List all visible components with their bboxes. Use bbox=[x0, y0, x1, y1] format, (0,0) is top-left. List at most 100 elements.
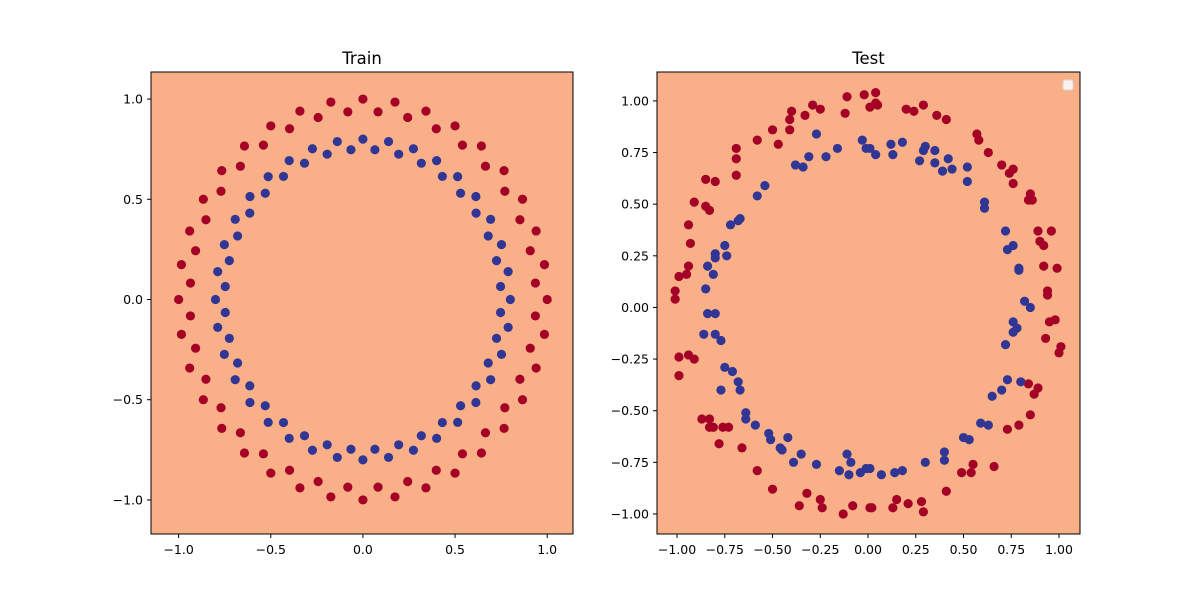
data-point-class-1 bbox=[865, 143, 875, 154]
data-point-class-0 bbox=[403, 112, 413, 123]
data-point-class-0 bbox=[689, 197, 699, 207]
data-point-class-1 bbox=[505, 294, 515, 305]
data-point-class-1 bbox=[370, 444, 380, 454]
data-point-class-0 bbox=[1025, 410, 1035, 420]
data-point-class-1 bbox=[716, 385, 726, 395]
data-point-class-0 bbox=[773, 139, 783, 149]
data-point-class-0 bbox=[185, 311, 196, 321]
data-point-class-0 bbox=[258, 140, 269, 150]
data-point-class-1 bbox=[224, 333, 234, 343]
data-point-class-0 bbox=[892, 494, 902, 505]
data-point-class-0 bbox=[431, 124, 441, 134]
data-point-class-1 bbox=[278, 417, 289, 428]
data-point-class-0 bbox=[525, 343, 535, 353]
data-point-class-1 bbox=[720, 240, 730, 251]
data-point-class-1 bbox=[733, 216, 743, 226]
data-point-class-0 bbox=[997, 160, 1007, 170]
data-point-class-0 bbox=[284, 124, 295, 134]
data-point-class-0 bbox=[941, 486, 951, 496]
data-point-class-0 bbox=[500, 186, 510, 196]
data-point-class-0 bbox=[185, 226, 195, 236]
data-point-class-1 bbox=[383, 136, 394, 147]
data-point-class-1 bbox=[503, 322, 513, 332]
data-point-class-0 bbox=[815, 104, 825, 114]
y-tick-label: 1.00 bbox=[621, 93, 649, 108]
data-point-class-1 bbox=[752, 191, 762, 201]
data-point-class-0 bbox=[216, 186, 226, 196]
data-point-class-0 bbox=[421, 483, 431, 493]
data-point-class-0 bbox=[731, 170, 741, 180]
y-tick-label: −0.50 bbox=[611, 403, 649, 418]
data-point-class-1 bbox=[263, 417, 273, 427]
data-point-class-0 bbox=[1023, 379, 1034, 389]
data-point-class-0 bbox=[983, 147, 993, 158]
data-point-class-0 bbox=[710, 176, 720, 187]
data-point-class-1 bbox=[307, 445, 318, 455]
data-point-class-0 bbox=[403, 476, 413, 487]
data-point-class-0 bbox=[515, 215, 525, 225]
data-point-class-0 bbox=[326, 97, 336, 107]
data-point-class-0 bbox=[670, 294, 680, 304]
data-point-class-0 bbox=[802, 488, 812, 498]
data-point-class-0 bbox=[515, 374, 525, 384]
data-point-class-0 bbox=[1042, 290, 1053, 300]
data-point-class-0 bbox=[216, 403, 226, 413]
data-point-class-0 bbox=[704, 205, 715, 215]
data-point-class-1 bbox=[710, 329, 720, 339]
data-point-class-1 bbox=[220, 307, 230, 318]
data-point-class-0 bbox=[1002, 424, 1013, 434]
data-point-class-0 bbox=[916, 496, 927, 507]
data-point-class-0 bbox=[872, 100, 883, 110]
data-point-class-1 bbox=[710, 253, 720, 263]
data-point-class-0 bbox=[190, 343, 201, 353]
data-point-class-1 bbox=[220, 281, 230, 292]
data-point-class-0 bbox=[683, 220, 694, 230]
x-tick-label: 0.75 bbox=[997, 542, 1025, 557]
data-point-class-0 bbox=[358, 94, 368, 104]
data-point-class-1 bbox=[930, 158, 940, 168]
data-point-class-0 bbox=[185, 363, 195, 373]
data-point-class-1 bbox=[983, 420, 993, 430]
data-point-class-1 bbox=[408, 144, 419, 154]
x-tick-label: 0.5 bbox=[445, 542, 465, 557]
data-point-class-0 bbox=[1046, 226, 1056, 236]
data-point-class-0 bbox=[1039, 240, 1049, 251]
test-title: Test bbox=[851, 49, 885, 68]
data-point-class-0 bbox=[752, 465, 762, 476]
data-point-class-1 bbox=[897, 137, 907, 147]
data-point-class-0 bbox=[217, 423, 227, 433]
data-point-class-0 bbox=[808, 100, 818, 110]
y-tick-label: 0.75 bbox=[621, 145, 649, 160]
data-point-class-0 bbox=[198, 395, 208, 405]
data-point-class-1 bbox=[307, 144, 318, 154]
data-point-class-1 bbox=[455, 188, 466, 198]
data-point-class-1 bbox=[394, 440, 404, 450]
data-point-class-1 bbox=[846, 457, 856, 467]
data-point-class-0 bbox=[373, 482, 383, 492]
data-point-class-1 bbox=[358, 455, 368, 465]
data-point-class-0 bbox=[1041, 333, 1051, 344]
data-point-class-0 bbox=[539, 329, 550, 339]
data-point-class-0 bbox=[909, 106, 919, 116]
data-point-class-0 bbox=[737, 443, 747, 453]
data-point-class-1 bbox=[997, 385, 1007, 395]
data-point-class-1 bbox=[750, 420, 760, 430]
data-point-class-0 bbox=[295, 106, 305, 116]
data-point-class-1 bbox=[230, 214, 240, 224]
data-point-class-0 bbox=[476, 141, 487, 151]
data-point-class-1 bbox=[760, 180, 770, 191]
data-point-class-0 bbox=[373, 107, 383, 117]
data-point-class-0 bbox=[499, 423, 509, 433]
data-point-class-0 bbox=[176, 329, 187, 339]
data-point-class-0 bbox=[682, 269, 692, 279]
data-point-class-1 bbox=[962, 176, 972, 187]
x-tick-label: 1.00 bbox=[1045, 542, 1073, 557]
data-point-class-0 bbox=[848, 501, 858, 511]
data-point-class-1 bbox=[503, 267, 513, 277]
data-point-class-1 bbox=[920, 457, 930, 467]
y-tick-label: 0.0 bbox=[123, 292, 143, 307]
data-point-class-1 bbox=[1020, 296, 1030, 306]
y-tick-label: 0.25 bbox=[621, 248, 649, 263]
data-point-class-1 bbox=[766, 435, 776, 445]
